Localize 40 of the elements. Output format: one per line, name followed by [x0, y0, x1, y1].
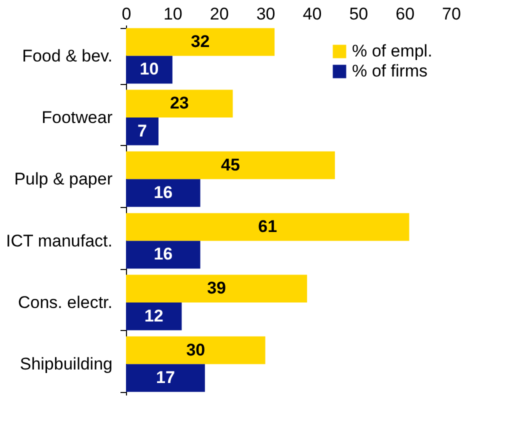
data-label: 23 [170, 94, 189, 113]
data-label: 30 [186, 340, 206, 360]
bar [126, 240, 200, 269]
bar [126, 336, 266, 364]
y-tick-label: Pulp & paper [14, 170, 113, 189]
bar [126, 90, 233, 118]
data-label: 39 [207, 278, 226, 298]
data-label: 17 [156, 368, 175, 388]
bar [126, 179, 200, 207]
data-label: 16 [154, 183, 173, 202]
y-tick-label: Footwear [42, 108, 113, 127]
legend-label: % of firms [352, 62, 428, 80]
bar [126, 151, 335, 180]
y-tick-label: Shipbuilding [20, 354, 112, 374]
data-label: 10 [140, 60, 159, 79]
legend-label: % of empl. [352, 42, 432, 60]
x-tick-label: 30 [256, 4, 276, 24]
y-tick-label: ICT manufact. [6, 231, 112, 250]
data-label: 32 [190, 32, 210, 51]
data-label: 12 [144, 306, 164, 326]
bar [126, 56, 172, 84]
x-tick-label: 10 [163, 4, 182, 24]
data-label: 61 [258, 216, 278, 236]
x-tick-label: 40 [302, 4, 322, 24]
x-tick-label: 20 [210, 4, 229, 24]
data-label: 16 [154, 244, 173, 264]
bar [126, 364, 205, 392]
bar [126, 302, 182, 330]
x-tick-label: 50 [349, 4, 368, 24]
x-tick-label: 70 [442, 4, 461, 24]
bar [126, 213, 410, 241]
data-label: 7 [138, 121, 147, 140]
y-tick-label: Cons. electr. [18, 293, 112, 312]
bar [126, 28, 275, 56]
bar [126, 274, 308, 302]
y-tick-label: Food & bev. [22, 46, 112, 66]
x-tick-label: 60 [396, 4, 415, 24]
bar [126, 118, 158, 146]
data-label: 45 [221, 155, 240, 174]
x-tick-label: 0 [122, 4, 132, 24]
